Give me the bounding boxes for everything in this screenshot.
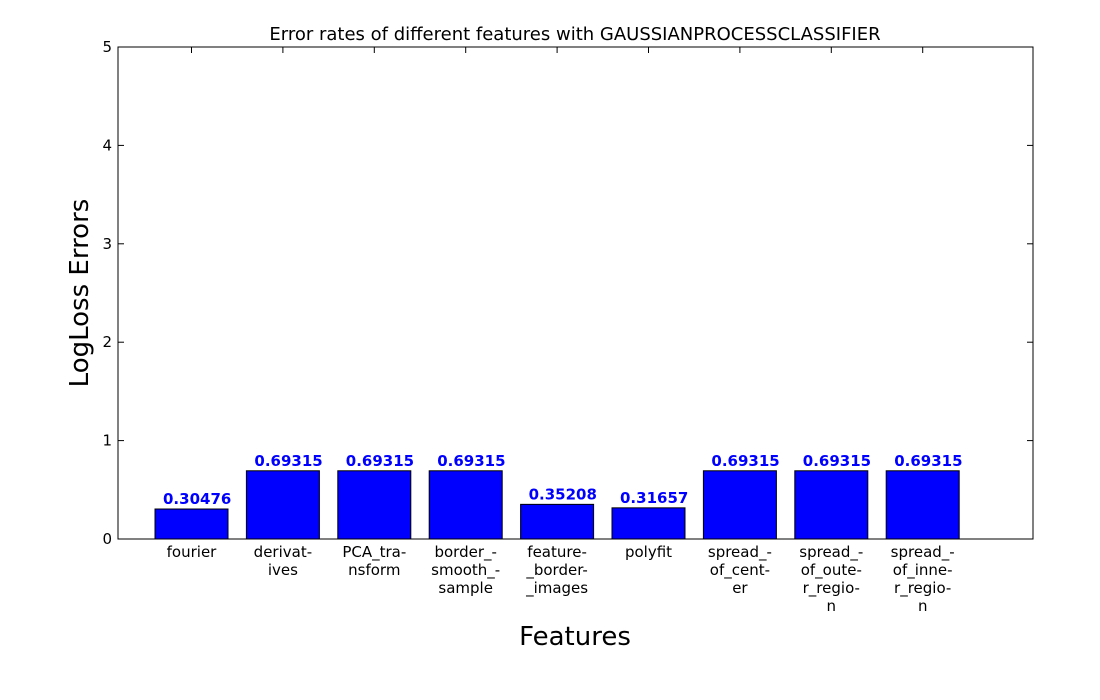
x-tick-label-line: nsform xyxy=(348,561,400,579)
y-tick-label: 5 xyxy=(102,38,112,56)
bar xyxy=(520,503,595,540)
data-labels: 0.30476 0.69315 0.69315 0.69315 0.35208 0.316… xyxy=(163,452,963,508)
bar xyxy=(154,508,229,540)
x-tick-label: PCA_tra-nsform xyxy=(342,543,406,579)
x-tick-label: feature-_border-_images xyxy=(525,543,588,598)
x-axis-ticks: fourier derivat-ives PCA_tra-nsform border_… xyxy=(167,47,955,615)
x-tick-label-line: border_- xyxy=(434,543,496,562)
bar-series xyxy=(154,470,960,540)
x-tick-label-line: of_oute- xyxy=(801,561,862,580)
data-label: 0.69315 xyxy=(254,452,322,470)
x-axis-label: Features xyxy=(519,622,631,652)
y-axis-label: LogLoss Errors xyxy=(65,199,95,388)
data-label: 0.35208 xyxy=(529,485,597,503)
x-tick-label-line: sample xyxy=(438,579,493,597)
chart-title: Error rates of different features with G… xyxy=(269,24,880,45)
x-tick-label-line: of_cent- xyxy=(710,561,770,580)
x-tick-label-line: PCA_tra- xyxy=(342,543,406,562)
bar xyxy=(611,507,686,540)
x-tick-label-line: spread_- xyxy=(891,543,955,562)
x-tick-label-line: polyfit xyxy=(625,543,672,561)
bar xyxy=(337,470,412,540)
y-tick-label: 2 xyxy=(102,333,112,351)
plot-frame xyxy=(117,46,1034,540)
x-tick-label: border_-smooth_-sample xyxy=(431,543,500,597)
bar xyxy=(428,470,503,540)
x-tick-label-line: smooth_- xyxy=(431,561,500,580)
x-tick-label-line: spread_- xyxy=(708,543,772,562)
x-tick-label-line: n xyxy=(918,597,928,615)
x-tick-label-line: spread_- xyxy=(799,543,863,562)
y-tick-label: 3 xyxy=(102,235,112,253)
y-tick-label: 0 xyxy=(102,530,112,548)
x-tick-label: spread_-of_cent-er xyxy=(708,543,772,597)
data-label: 0.31657 xyxy=(620,489,688,507)
x-tick-label-line: _border- xyxy=(525,561,587,580)
x-tick-label-line: n xyxy=(827,597,837,615)
x-tick-label-line: ives xyxy=(268,561,298,579)
x-tick-label-line: r_regio- xyxy=(894,579,951,598)
x-tick-label: polyfit xyxy=(625,543,672,561)
data-label: 0.69315 xyxy=(894,452,962,470)
bar xyxy=(245,470,320,540)
data-label: 0.30476 xyxy=(163,490,231,508)
x-tick-label-line: of_inne- xyxy=(893,561,953,580)
bar xyxy=(794,470,869,540)
y-tick-label: 4 xyxy=(102,136,112,154)
x-tick-label-line: er xyxy=(732,579,748,597)
data-label: 0.69315 xyxy=(346,452,414,470)
data-label: 0.69315 xyxy=(711,452,779,470)
x-tick-label: spread_-of_oute-r_regio-n xyxy=(799,543,863,615)
x-tick-label-line: derivat- xyxy=(254,543,312,561)
data-label: 0.69315 xyxy=(437,452,505,470)
x-tick-label: fourier xyxy=(167,543,218,561)
x-tick-label: spread_-of_inne-r_regio-n xyxy=(891,543,955,615)
bar xyxy=(702,470,777,540)
x-tick-label-line: feature- xyxy=(527,543,587,561)
x-tick-label-line: fourier xyxy=(167,543,218,561)
bar xyxy=(885,470,960,540)
data-label: 0.69315 xyxy=(803,452,871,470)
x-tick-label-line: r_regio- xyxy=(803,579,860,598)
x-tick-label-line: _images xyxy=(525,579,588,598)
y-tick-label: 1 xyxy=(102,432,112,450)
x-tick-label: derivat-ives xyxy=(254,543,312,579)
